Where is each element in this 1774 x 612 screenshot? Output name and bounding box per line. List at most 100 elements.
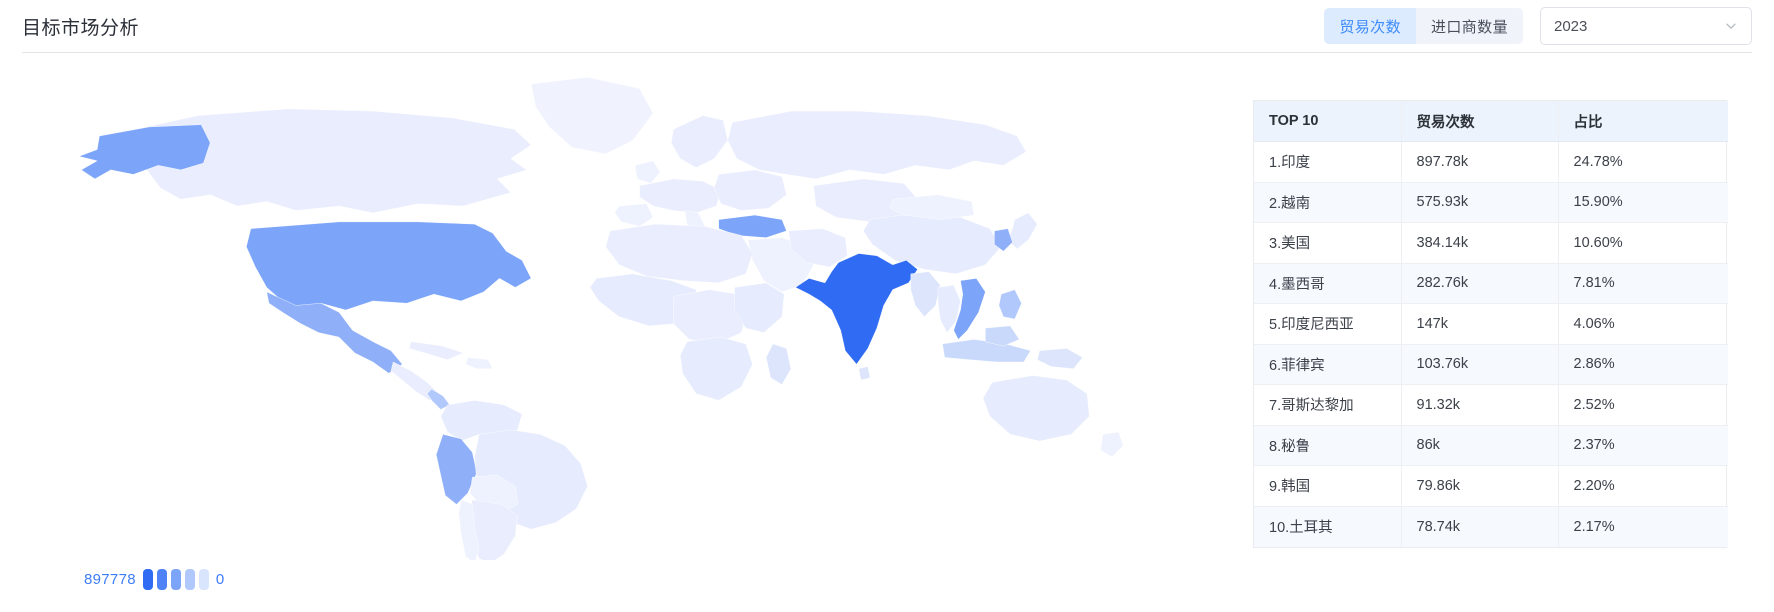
country-western-europe[interactable] bbox=[639, 178, 722, 214]
country-korea[interactable] bbox=[994, 228, 1013, 252]
table-row[interactable]: 5.印度尼西亚 147k 4.06% bbox=[1254, 303, 1728, 345]
map-countries bbox=[78, 77, 1124, 560]
table-row[interactable]: 9.韩国 79.86k 2.20% bbox=[1254, 465, 1728, 507]
country-scandinavia[interactable] bbox=[671, 115, 728, 168]
country-sri-lanka[interactable] bbox=[858, 366, 871, 381]
cell-rank: 2.越南 bbox=[1254, 182, 1402, 223]
year-select-value: 2023 bbox=[1554, 17, 1588, 35]
country-peru[interactable] bbox=[435, 434, 478, 505]
table-header-row: TOP 10 贸易次数 占比 bbox=[1254, 101, 1728, 142]
legend-swatches bbox=[142, 569, 209, 590]
cell-value: 79.86k bbox=[1401, 465, 1559, 507]
cell-rank: 1.印度 bbox=[1254, 141, 1402, 183]
country-russia[interactable] bbox=[727, 110, 1027, 180]
country-india[interactable] bbox=[795, 253, 918, 365]
table-head: TOP 10 贸易次数 占比 bbox=[1254, 101, 1728, 142]
cell-rank: 4.墨西哥 bbox=[1254, 263, 1402, 304]
cell-value: 103.76k bbox=[1401, 344, 1559, 385]
world-map-svg[interactable] bbox=[0, 60, 1130, 560]
country-thailand[interactable] bbox=[937, 284, 961, 333]
cell-value: 78.74k bbox=[1401, 506, 1559, 547]
cell-value: 384.14k bbox=[1401, 222, 1559, 264]
table-row[interactable]: 6.菲律宾 103.76k 2.86% bbox=[1254, 344, 1728, 385]
world-choropleth-map[interactable] bbox=[0, 60, 1130, 560]
legend-swatch-1 bbox=[142, 569, 153, 590]
cell-share: 15.90% bbox=[1558, 182, 1728, 223]
cell-share: 2.37% bbox=[1558, 425, 1728, 466]
header-controls: 贸易次数 进口商数量 2023 bbox=[1324, 7, 1752, 45]
cell-value: 897.78k bbox=[1401, 141, 1559, 183]
country-vietnam[interactable] bbox=[953, 278, 986, 340]
country-alaska[interactable] bbox=[78, 124, 211, 180]
table-row[interactable]: 7.哥斯达黎加 91.32k 2.52% bbox=[1254, 384, 1728, 426]
year-select[interactable]: 2023 bbox=[1540, 7, 1752, 45]
legend-max-label: 897778 bbox=[84, 571, 136, 588]
country-mongolia[interactable] bbox=[890, 194, 975, 220]
metric-segmented-control[interactable]: 贸易次数 进口商数量 bbox=[1324, 8, 1523, 44]
country-chile[interactable] bbox=[458, 499, 480, 560]
legend-min-label: 0 bbox=[215, 571, 225, 588]
table-row[interactable]: 4.墨西哥 282.76k 7.81% bbox=[1254, 263, 1728, 304]
column-header-value: 贸易次数 bbox=[1401, 101, 1559, 142]
cell-share: 2.17% bbox=[1558, 506, 1728, 547]
country-turkey[interactable] bbox=[718, 214, 787, 238]
country-central-america[interactable] bbox=[390, 361, 439, 401]
header-divider bbox=[22, 52, 1752, 53]
country-madagascar[interactable] bbox=[765, 343, 792, 385]
tab-trade-count[interactable]: 贸易次数 bbox=[1324, 8, 1416, 44]
country-east-africa[interactable] bbox=[734, 282, 785, 333]
country-indonesia[interactable] bbox=[942, 339, 1031, 363]
country-myanmar[interactable] bbox=[910, 271, 941, 317]
legend-swatch-3 bbox=[170, 569, 181, 590]
country-iran[interactable] bbox=[788, 228, 848, 268]
country-greenland[interactable] bbox=[530, 77, 654, 155]
country-new-zealand[interactable] bbox=[1100, 431, 1124, 458]
country-canada[interactable] bbox=[133, 108, 532, 214]
page-title: 目标市场分析 bbox=[22, 17, 140, 39]
table-row[interactable]: 10.土耳其 78.74k 2.17% bbox=[1254, 506, 1728, 547]
country-united-states[interactable] bbox=[246, 221, 532, 315]
table-row[interactable]: 3.美国 384.14k 10.60% bbox=[1254, 222, 1728, 264]
cell-share: 24.78% bbox=[1558, 141, 1728, 183]
country-central-africa[interactable] bbox=[673, 289, 749, 345]
cell-value: 91.32k bbox=[1401, 384, 1559, 426]
country-philippines[interactable] bbox=[998, 289, 1022, 320]
column-header-share: 占比 bbox=[1558, 101, 1728, 142]
cell-share: 2.20% bbox=[1558, 465, 1728, 507]
country-hispaniola[interactable] bbox=[465, 357, 493, 369]
cell-share: 7.81% bbox=[1558, 263, 1728, 304]
country-australia[interactable] bbox=[982, 375, 1090, 442]
table-row[interactable]: 8.秘鲁 86k 2.37% bbox=[1254, 425, 1728, 466]
country-cuba[interactable] bbox=[408, 341, 464, 360]
table-row[interactable]: 1.印度 897.78k 24.78% bbox=[1254, 141, 1728, 183]
country-uk-ireland[interactable] bbox=[634, 160, 661, 184]
cell-rank: 8.秘鲁 bbox=[1254, 425, 1402, 466]
cell-rank: 7.哥斯达黎加 bbox=[1254, 384, 1402, 426]
cell-rank: 3.美国 bbox=[1254, 222, 1402, 264]
country-japan[interactable] bbox=[1007, 212, 1038, 250]
country-mexico[interactable] bbox=[266, 291, 403, 374]
cell-share: 2.52% bbox=[1558, 384, 1728, 426]
table-row[interactable]: 2.越南 575.93k 15.90% bbox=[1254, 182, 1728, 223]
legend-swatch-2 bbox=[156, 569, 167, 590]
country-north-africa[interactable] bbox=[605, 223, 753, 284]
cell-share: 10.60% bbox=[1558, 222, 1728, 264]
column-header-rank: TOP 10 bbox=[1254, 101, 1402, 142]
cell-rank: 5.印度尼西亚 bbox=[1254, 303, 1402, 345]
top10-table-container: TOP 10 贸易次数 占比 1.印度 897.78k 24.78% 2.越南 … bbox=[1253, 100, 1728, 548]
cell-value: 147k bbox=[1401, 303, 1559, 345]
country-southern-africa[interactable] bbox=[680, 336, 753, 401]
page-header: 目标市场分析 贸易次数 进口商数量 2023 bbox=[0, 0, 1774, 52]
country-eastern-europe[interactable] bbox=[713, 169, 787, 211]
country-costa-rica[interactable] bbox=[426, 388, 450, 410]
legend-swatch-4 bbox=[184, 569, 195, 590]
tab-importer-count[interactable]: 进口商数量 bbox=[1415, 8, 1523, 44]
country-borneo[interactable] bbox=[985, 325, 1020, 347]
map-legend: 897778 0 bbox=[84, 569, 225, 590]
country-papua-new-guinea[interactable] bbox=[1037, 348, 1083, 369]
cell-share: 4.06% bbox=[1558, 303, 1728, 345]
legend-swatch-5 bbox=[198, 569, 209, 590]
cell-value: 282.76k bbox=[1401, 263, 1559, 304]
table-body: 1.印度 897.78k 24.78% 2.越南 575.93k 15.90% … bbox=[1254, 141, 1728, 547]
country-iberia[interactable] bbox=[614, 203, 654, 227]
